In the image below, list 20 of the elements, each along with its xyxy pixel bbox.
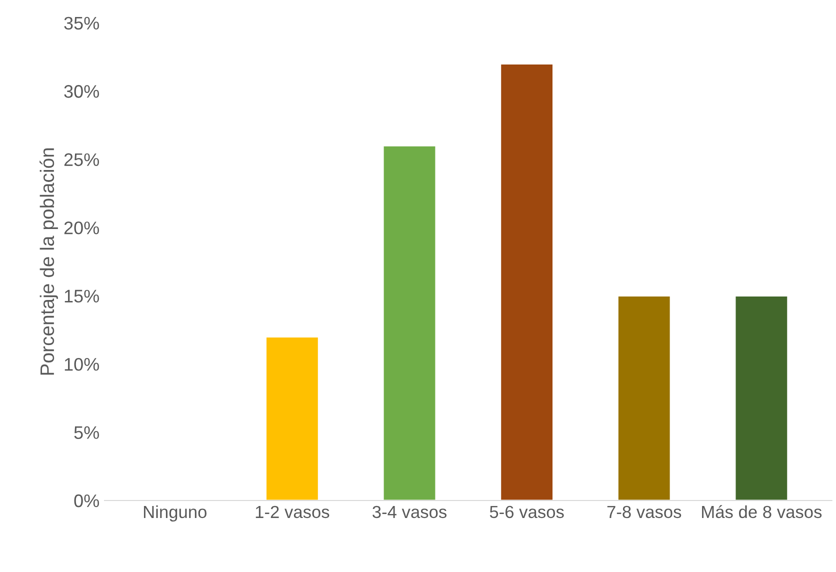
x-tick-label: 7-8 vasos <box>607 506 682 518</box>
x-tick-label: Más de 8 vasos <box>702 505 822 518</box>
y-tick-label: 0% <box>74 494 99 508</box>
y-tick-label: 20% <box>64 222 99 234</box>
bar <box>265 336 320 500</box>
x-tick-label: 3-4 vasos <box>372 506 447 518</box>
y-tick-label: 15% <box>64 290 99 303</box>
y-tick-label: 5% <box>74 426 99 439</box>
y-tick-label: 10% <box>64 358 99 371</box>
bar <box>500 63 554 500</box>
bar <box>382 145 437 500</box>
x-tick-label: Ninguno <box>144 505 206 522</box>
bar <box>734 295 789 500</box>
x-tick-label: 5-6 vasos <box>490 506 564 518</box>
y-tick-label: 35% <box>64 16 99 30</box>
y-axis-title: Porcentaje de la población <box>40 148 58 375</box>
bar <box>617 295 672 500</box>
y-tick-label: 30% <box>64 85 99 98</box>
x-tick-label: 1-2 vasos <box>256 506 330 518</box>
y-tick-label: 25% <box>64 153 99 166</box>
